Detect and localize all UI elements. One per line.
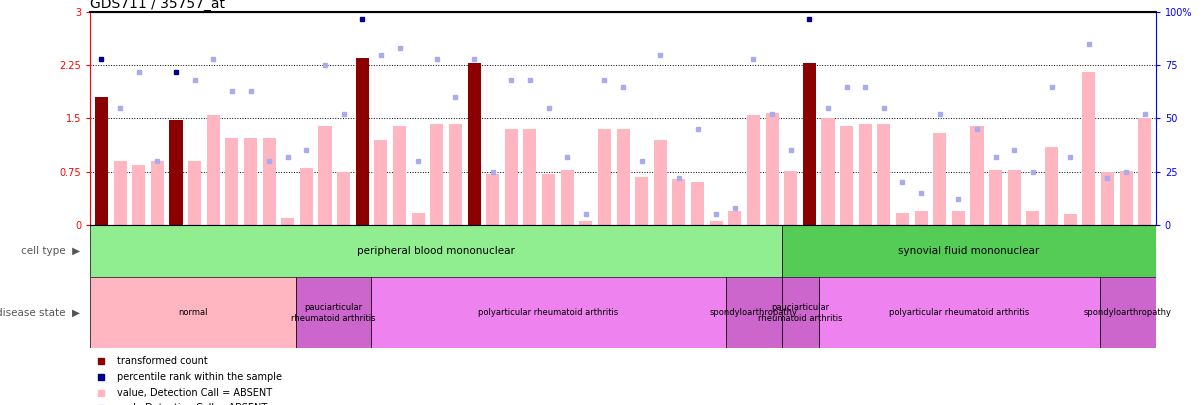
Text: polyarticular rheumatoid arthritis: polyarticular rheumatoid arthritis xyxy=(890,308,1029,318)
Text: GDS711 / 35757_at: GDS711 / 35757_at xyxy=(90,0,225,11)
Bar xyxy=(915,211,927,225)
Bar xyxy=(1045,147,1058,225)
Bar xyxy=(990,170,1002,225)
Bar xyxy=(542,174,555,225)
Text: pauciarticular
rheumatoid arthritis: pauciarticular rheumatoid arthritis xyxy=(291,303,376,322)
Bar xyxy=(709,221,722,225)
Bar xyxy=(561,170,573,225)
Text: polyarticular rheumatoid arthritis: polyarticular rheumatoid arthritis xyxy=(478,308,619,318)
Bar xyxy=(1099,277,1156,348)
Bar xyxy=(430,124,443,225)
Bar xyxy=(858,124,872,225)
Text: percentile rank within the sample: percentile rank within the sample xyxy=(117,372,282,382)
Bar xyxy=(970,126,984,225)
Bar xyxy=(132,164,146,225)
Bar xyxy=(820,277,1099,348)
Bar xyxy=(188,161,201,225)
Text: pauciarticular
rheumatoid arthritis: pauciarticular rheumatoid arthritis xyxy=(759,303,843,322)
Bar xyxy=(1120,171,1133,225)
Bar xyxy=(784,171,797,225)
Text: normal: normal xyxy=(178,308,208,318)
Bar xyxy=(393,126,406,225)
Bar xyxy=(1026,211,1039,225)
Bar xyxy=(170,120,183,225)
Bar xyxy=(933,133,946,225)
Bar xyxy=(300,168,313,225)
Bar xyxy=(726,277,781,348)
Bar xyxy=(1008,170,1021,225)
Text: transformed count: transformed count xyxy=(117,356,207,366)
Text: value, Detection Call = ABSENT: value, Detection Call = ABSENT xyxy=(117,388,272,398)
Bar xyxy=(896,213,909,225)
Bar xyxy=(412,213,425,225)
Bar xyxy=(878,124,891,225)
Bar xyxy=(504,129,518,225)
Bar xyxy=(319,126,331,225)
Bar xyxy=(282,218,294,225)
Bar xyxy=(1063,214,1076,225)
Bar xyxy=(449,124,462,225)
Bar xyxy=(262,139,276,225)
Text: rank, Detection Call = ABSENT: rank, Detection Call = ABSENT xyxy=(117,403,267,405)
Bar xyxy=(781,277,820,348)
Text: spondyloarthropathy: spondyloarthropathy xyxy=(1084,308,1171,318)
Bar xyxy=(952,211,964,225)
Text: disease state  ▶: disease state ▶ xyxy=(0,308,79,318)
Bar xyxy=(374,140,388,225)
Bar xyxy=(598,129,610,225)
Bar xyxy=(1082,72,1096,225)
Text: synovial fluid mononuclear: synovial fluid mononuclear xyxy=(898,246,1039,256)
Bar xyxy=(486,174,500,225)
Bar xyxy=(150,161,164,225)
Bar xyxy=(207,115,220,225)
Bar xyxy=(579,221,592,225)
Bar xyxy=(803,63,816,225)
Bar xyxy=(636,177,648,225)
Bar xyxy=(840,126,854,225)
Bar xyxy=(95,97,108,225)
Bar xyxy=(821,119,834,225)
Text: spondyloarthropathy: spondyloarthropathy xyxy=(710,308,798,318)
Bar xyxy=(728,211,742,225)
Text: cell type  ▶: cell type ▶ xyxy=(20,246,79,256)
Bar xyxy=(524,129,537,225)
Bar xyxy=(746,115,760,225)
Bar xyxy=(1100,172,1114,225)
Bar xyxy=(225,139,238,225)
Bar xyxy=(371,277,726,348)
Bar xyxy=(90,225,781,277)
Bar xyxy=(244,139,256,225)
Bar xyxy=(113,161,126,225)
Bar xyxy=(337,172,350,225)
Bar xyxy=(616,129,630,225)
Bar xyxy=(673,179,685,225)
Bar xyxy=(355,58,368,225)
Bar xyxy=(1138,119,1151,225)
Bar xyxy=(467,63,480,225)
Bar xyxy=(296,277,371,348)
Bar xyxy=(654,140,667,225)
Bar xyxy=(781,225,1156,277)
Bar xyxy=(766,113,779,225)
Text: peripheral blood mononuclear: peripheral blood mononuclear xyxy=(358,246,515,256)
Bar xyxy=(691,182,704,225)
Bar xyxy=(90,277,296,348)
